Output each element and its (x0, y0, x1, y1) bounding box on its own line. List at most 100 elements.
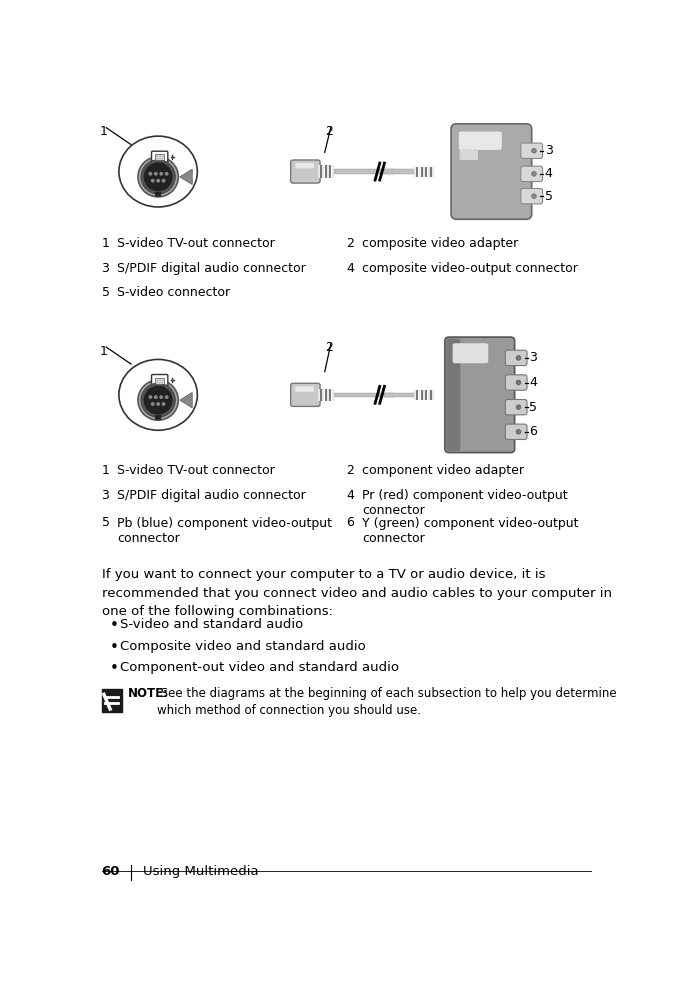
Text: 2: 2 (346, 237, 354, 249)
Bar (324, 165, 327, 178)
Circle shape (532, 172, 536, 176)
Text: See the diagrams at the beginning of each subsection to help you determine
which: See the diagrams at the beginning of eac… (157, 687, 617, 717)
Bar (327, 388, 329, 401)
Text: S-video TV-out connector: S-video TV-out connector (117, 464, 275, 477)
Circle shape (149, 172, 152, 176)
Text: 4: 4 (346, 489, 354, 502)
Text: S/PDIF digital audio connector: S/PDIF digital audio connector (117, 489, 306, 502)
Circle shape (156, 402, 160, 406)
FancyBboxPatch shape (459, 132, 502, 150)
Circle shape (151, 179, 155, 183)
Circle shape (516, 404, 521, 409)
Circle shape (516, 355, 521, 360)
Text: 1: 1 (100, 126, 108, 139)
Text: 4: 4 (545, 167, 553, 180)
Bar (418, 390, 420, 399)
Circle shape (151, 402, 155, 406)
FancyBboxPatch shape (155, 192, 161, 196)
Bar (433, 167, 435, 176)
Polygon shape (180, 392, 192, 407)
Bar (428, 167, 430, 176)
Circle shape (141, 383, 175, 417)
Bar (425, 390, 427, 399)
Bar (421, 167, 422, 176)
Polygon shape (180, 169, 192, 184)
Text: composite video adapter: composite video adapter (362, 237, 518, 249)
Bar (322, 165, 324, 178)
Circle shape (143, 162, 172, 191)
FancyBboxPatch shape (521, 188, 543, 204)
Text: Component-out video and standard audio: Component-out video and standard audio (120, 661, 399, 674)
FancyBboxPatch shape (521, 166, 543, 181)
Circle shape (162, 402, 166, 406)
Bar (329, 388, 331, 401)
Bar (416, 390, 418, 399)
Bar (332, 165, 334, 178)
Circle shape (516, 430, 521, 435)
Bar (334, 169, 395, 174)
Bar (334, 392, 395, 397)
Circle shape (143, 385, 172, 414)
Bar (414, 390, 416, 399)
Text: 5: 5 (545, 190, 553, 202)
Text: composite video-output connector: composite video-output connector (362, 262, 578, 275)
FancyBboxPatch shape (155, 415, 161, 420)
Text: 1: 1 (101, 464, 110, 477)
Circle shape (165, 172, 168, 176)
Circle shape (160, 395, 163, 399)
Bar (320, 388, 322, 401)
Text: Y (green) component video-output
connector: Y (green) component video-output connect… (362, 516, 579, 544)
Bar (430, 167, 432, 176)
Bar (101, 689, 122, 712)
Bar (318, 388, 320, 401)
Text: 3: 3 (101, 262, 110, 275)
Text: 3: 3 (101, 489, 110, 502)
Text: 1: 1 (101, 237, 110, 249)
Bar (428, 390, 430, 399)
Text: •: • (110, 640, 118, 655)
Bar (423, 390, 425, 399)
Circle shape (516, 380, 521, 385)
FancyBboxPatch shape (506, 375, 527, 390)
Bar (324, 388, 327, 401)
FancyBboxPatch shape (151, 374, 168, 387)
Bar (327, 165, 329, 178)
Bar (332, 388, 334, 401)
Circle shape (149, 395, 152, 399)
FancyBboxPatch shape (295, 163, 314, 168)
Circle shape (138, 157, 178, 197)
Bar (414, 167, 416, 176)
Circle shape (162, 179, 166, 183)
Bar (329, 165, 331, 178)
Bar (385, 392, 414, 397)
FancyBboxPatch shape (506, 350, 527, 365)
Text: 2: 2 (324, 126, 333, 139)
Text: 5: 5 (101, 516, 110, 529)
Circle shape (138, 380, 178, 421)
Bar (421, 390, 422, 399)
Text: 4: 4 (529, 376, 537, 389)
FancyBboxPatch shape (445, 337, 514, 453)
Text: •: • (110, 618, 118, 633)
FancyBboxPatch shape (291, 383, 320, 406)
Bar (433, 390, 435, 399)
Text: S-video and standard audio: S-video and standard audio (120, 618, 304, 631)
Text: 4: 4 (346, 262, 354, 275)
Text: S/PDIF digital audio connector: S/PDIF digital audio connector (117, 262, 306, 275)
Bar (423, 167, 425, 176)
Text: •: • (110, 661, 118, 676)
Bar (155, 154, 164, 160)
Bar (318, 165, 320, 178)
Text: 5: 5 (529, 400, 537, 413)
FancyBboxPatch shape (521, 143, 543, 159)
Circle shape (154, 395, 158, 399)
Text: NOTE:: NOTE: (128, 687, 169, 700)
Text: S-video TV-out connector: S-video TV-out connector (117, 237, 275, 249)
Bar (418, 167, 420, 176)
FancyBboxPatch shape (453, 343, 488, 363)
Circle shape (141, 160, 175, 194)
Circle shape (154, 172, 158, 176)
FancyBboxPatch shape (460, 149, 478, 160)
Text: 3: 3 (545, 144, 553, 157)
Bar (385, 169, 414, 174)
